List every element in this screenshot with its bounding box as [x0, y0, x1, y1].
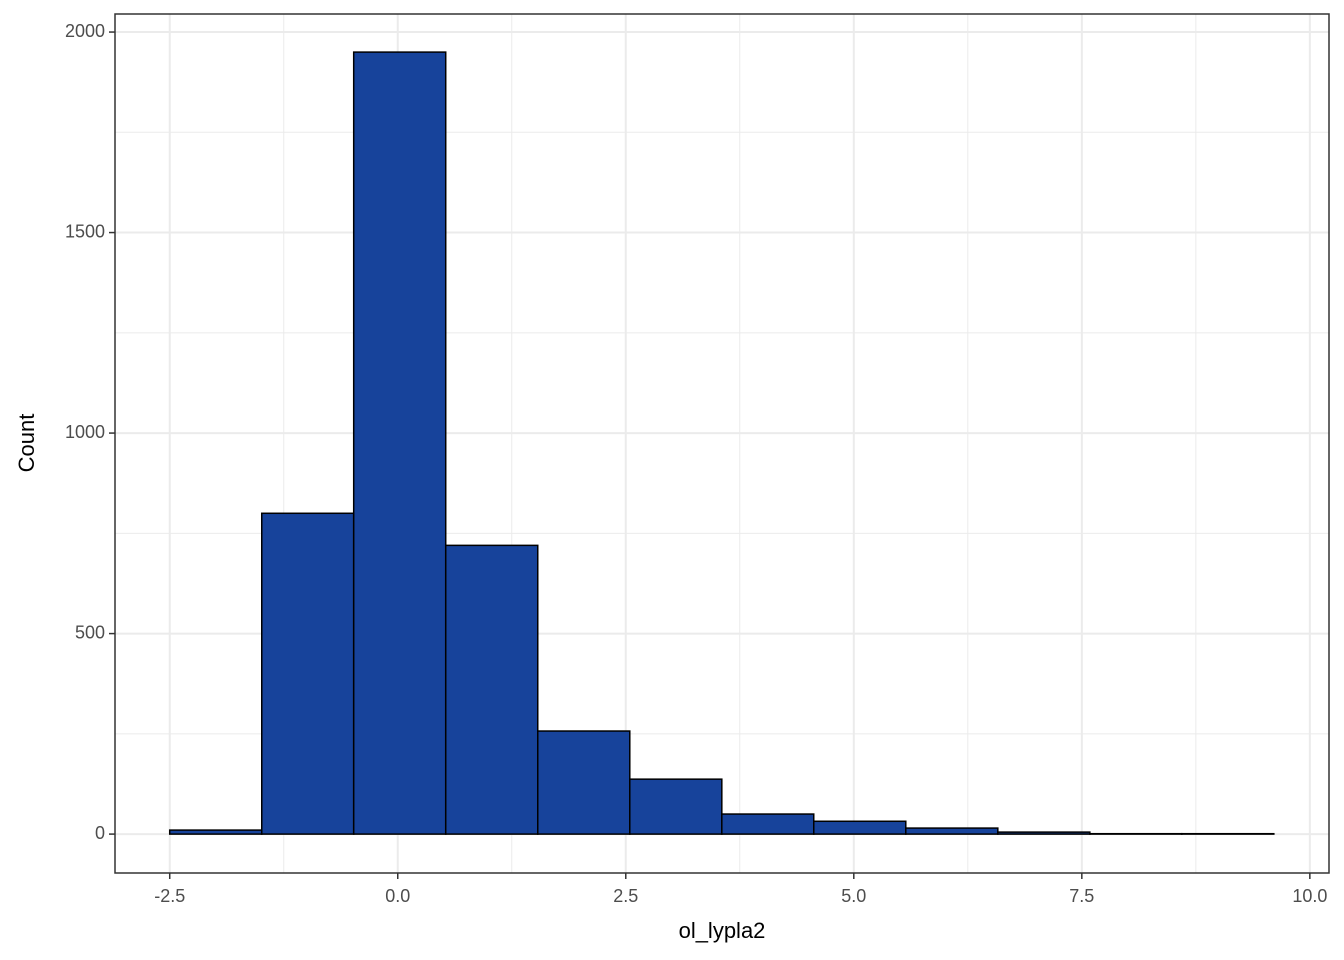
y-tick-label: 2000: [65, 21, 105, 41]
bar: [261, 512, 355, 835]
x-tick-label: 10.0: [1292, 886, 1327, 906]
y-tick-label: 500: [75, 622, 105, 642]
x-tick-label: -2.5: [154, 886, 185, 906]
bar: [537, 730, 631, 835]
bar: [721, 813, 815, 835]
panel-border: [114, 13, 1330, 874]
y-tick-label: 0: [95, 823, 105, 843]
y-axis-title: Count: [14, 414, 39, 473]
x-tick-label: 0.0: [385, 886, 410, 906]
bar: [905, 827, 999, 835]
y-tick-label: 1000: [65, 422, 105, 442]
bar: [997, 831, 1091, 835]
bar: [813, 820, 907, 835]
bar: [444, 544, 539, 835]
x-tick-label: 2.5: [613, 886, 638, 906]
x-tick-label: 5.0: [841, 886, 866, 906]
x-axis-title: ol_lypla2: [679, 918, 766, 943]
bar: [168, 829, 263, 835]
x-tick-label: 7.5: [1069, 886, 1094, 906]
bar: [629, 778, 723, 835]
bar: [352, 51, 447, 835]
y-tick-label: 1500: [65, 221, 105, 241]
